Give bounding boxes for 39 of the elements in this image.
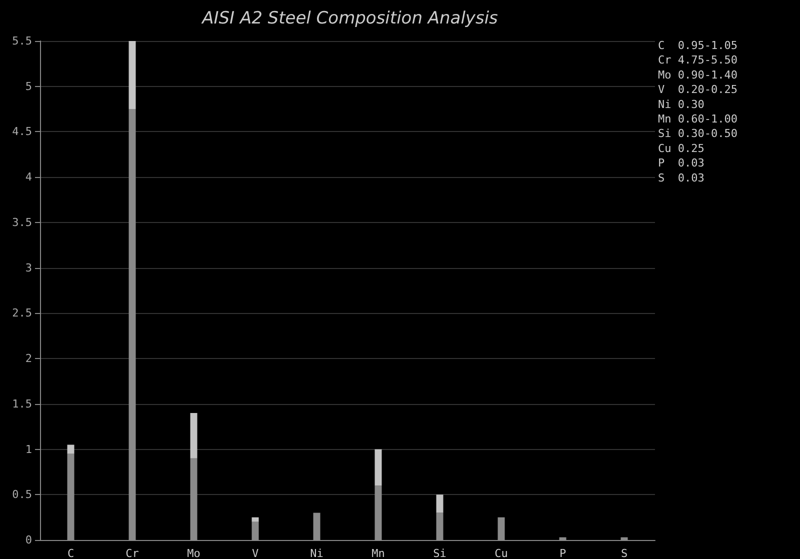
text: Cr 4.75-5.50 (658, 54, 738, 67)
text: V 0.20-0.25 (658, 83, 738, 96)
y-tick-label: 1 (25, 442, 32, 456)
y-tick-label: 0 (25, 534, 32, 546)
bar (128, 41, 136, 110)
text: C 0.95-1.05 (658, 39, 738, 52)
x-tick-label: P (559, 547, 566, 559)
y-tick-label: 2 (25, 352, 32, 366)
x-tick-label: Mn (372, 547, 385, 559)
bar (436, 494, 444, 513)
bar (252, 517, 259, 522)
x-tick-label: Cu (494, 547, 508, 559)
y-tick-label: 4 (25, 170, 32, 184)
x-tick-label: S (620, 547, 628, 559)
y-tick-label: 0.5 (12, 488, 32, 502)
y-tick-label: 5.5 (12, 34, 32, 48)
x-tick-label: Mo (187, 547, 200, 559)
x-tick-label: Ni (310, 547, 324, 559)
bar (190, 412, 198, 458)
x-tick-label: Cr (126, 547, 140, 559)
text: Mn 0.60-1.00 (658, 112, 738, 126)
bar (67, 444, 74, 454)
text: S 0.03 (658, 171, 704, 184)
text: P 0.03 (658, 156, 704, 170)
text: Mo 0.90-1.40 (658, 68, 738, 82)
chart-title: AISI A2 Steel Composition Analysis (201, 8, 498, 28)
y-tick-label: 3 (25, 261, 32, 274)
y-tick-label: 3.5 (12, 216, 32, 229)
text: Si 0.30-0.50 (658, 127, 738, 140)
y-tick-label: 2.5 (12, 306, 32, 320)
y-tick-label: 5 (25, 80, 32, 93)
bar (374, 449, 382, 486)
x-tick-label: V (252, 547, 259, 559)
y-tick-label: 4.5 (12, 125, 32, 138)
text: Ni 0.30 (658, 98, 704, 111)
y-tick-label: 1.5 (12, 397, 32, 410)
text: Cu 0.25 (658, 142, 704, 155)
x-tick-label: C (67, 547, 74, 559)
x-tick-label: Si (433, 547, 446, 559)
